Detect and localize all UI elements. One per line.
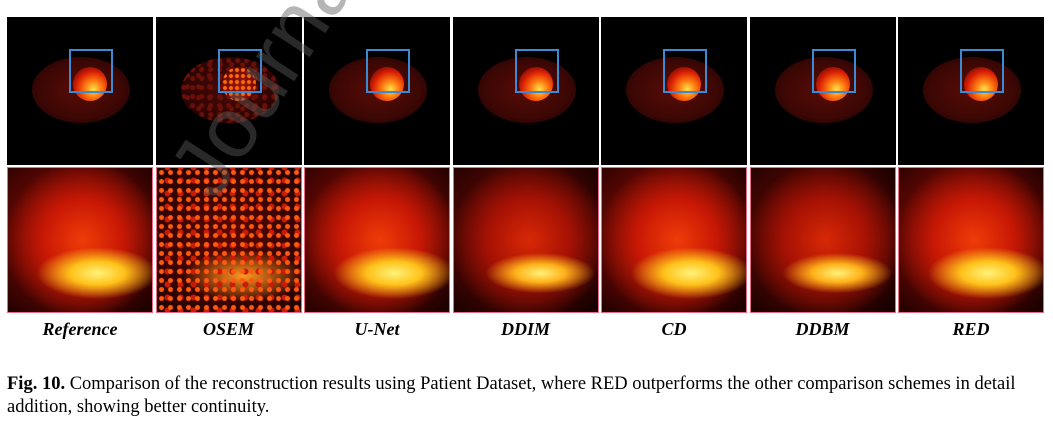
roi-box <box>514 49 559 93</box>
full-slice-image-osem <box>155 17 302 165</box>
column-label: Reference <box>42 319 118 339</box>
zoomed-roi-image-ddim <box>452 167 599 313</box>
column-ddim: DDIM <box>452 17 599 339</box>
column-label: CD <box>661 319 687 339</box>
zoomed-roi-image-reference <box>7 167 153 313</box>
column-cd: CD <box>601 17 747 339</box>
zoomed-heart <box>602 168 746 312</box>
figure-caption: Fig. 10. Comparison of the reconstructio… <box>7 373 1047 419</box>
column-label: RED <box>952 319 990 339</box>
column-reference: Reference <box>7 17 153 339</box>
column-red: RED <box>898 17 1044 339</box>
zoomed-heart <box>453 168 598 312</box>
column-label: U-Net <box>354 319 400 339</box>
column-label: DDIM <box>500 319 550 339</box>
full-slice-image-red <box>898 17 1044 165</box>
roi-box <box>960 49 1004 93</box>
zoomed-heart <box>899 168 1043 312</box>
zoomed-heart <box>8 168 152 312</box>
full-slice-image-u-net <box>304 17 450 165</box>
zoomed-roi-image-u-net <box>304 167 450 313</box>
full-slice-image-cd <box>601 17 747 165</box>
full-slice-image-ddbm <box>749 17 896 165</box>
caption-label: Fig. 10. <box>7 373 66 394</box>
figure: Reference OSEM U-Net DDIM CD DDBM RED <box>7 17 1047 339</box>
zoomed-heart <box>750 168 895 312</box>
zoomed-roi-image-ddbm <box>749 167 896 313</box>
column-osem: OSEM <box>155 17 302 339</box>
full-slice-image-reference <box>7 17 153 165</box>
roi-box <box>69 49 113 93</box>
zoomed-roi-image-osem <box>155 167 302 313</box>
heart-region <box>221 67 256 101</box>
roi-box <box>217 49 262 93</box>
heart-region <box>964 67 998 101</box>
heart-region <box>667 67 701 101</box>
column-label: OSEM <box>202 319 255 339</box>
caption-text: Comparison of the reconstruction results… <box>7 373 1016 417</box>
roi-box <box>663 49 707 93</box>
roi-box <box>811 49 856 93</box>
zoomed-roi-image-cd <box>601 167 747 313</box>
zoomed-heart <box>156 168 301 312</box>
column-label: DDBM <box>795 319 850 339</box>
heart-region <box>370 67 404 101</box>
zoomed-heart <box>305 168 449 312</box>
heart-region <box>73 67 107 101</box>
roi-box <box>366 49 410 93</box>
zoomed-roi-image-red <box>898 167 1044 313</box>
full-slice-image-ddim <box>452 17 599 165</box>
heart-region <box>815 67 850 101</box>
heart-region <box>518 67 553 101</box>
column-ddbm: DDBM <box>749 17 896 339</box>
column-u-net: U-Net <box>304 17 450 339</box>
